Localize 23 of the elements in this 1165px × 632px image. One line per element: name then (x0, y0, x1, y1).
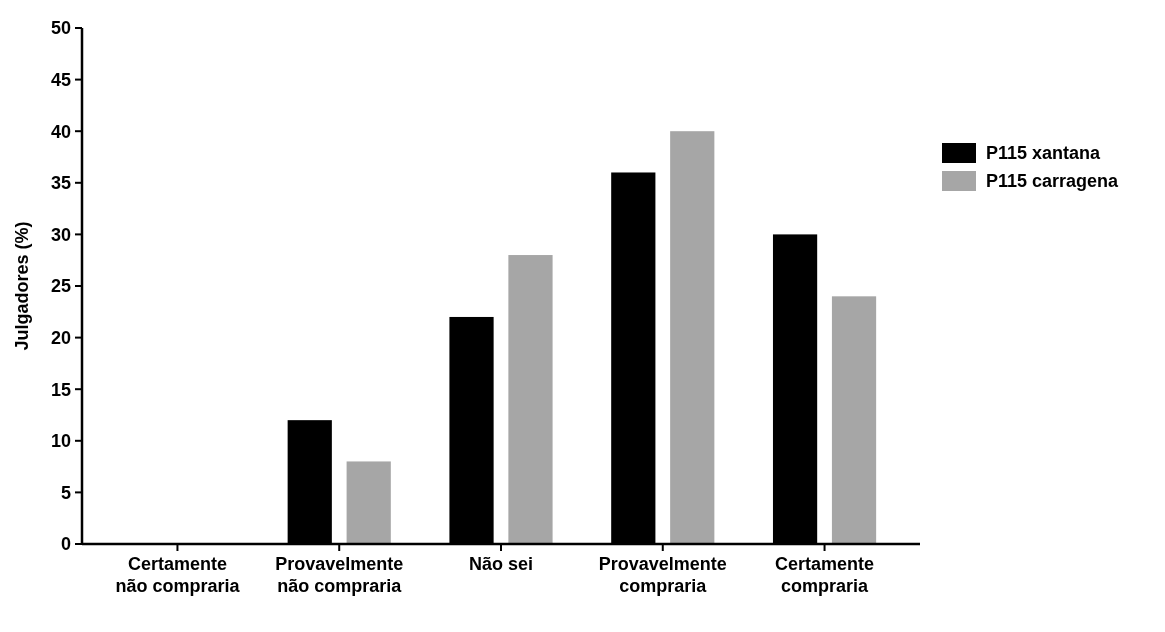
y-tick-label: 30 (50, 224, 71, 245)
x-tick-label: Não sei (468, 554, 534, 574)
bar (508, 255, 553, 544)
y-tick-label: 10 (50, 431, 71, 452)
y-tick-label: 50 (50, 18, 71, 39)
bar (346, 461, 391, 544)
x-tick-label: Provavelmente compraria (598, 554, 727, 596)
y-tick-label: 5 (60, 482, 71, 503)
y-tick-label: 0 (60, 534, 71, 555)
y-tick-label: 40 (50, 121, 71, 142)
x-tick-label: Certamente compraria (775, 554, 875, 596)
y-tick-label: 25 (50, 276, 71, 297)
x-tick-label: Provavelmente não compraria (275, 554, 404, 596)
y-tick-label: 15 (50, 379, 71, 400)
bar (670, 131, 715, 544)
bar (831, 296, 877, 544)
y-tick-label: 20 (50, 327, 71, 348)
y-tick-label: 45 (50, 69, 71, 90)
legend-label: P115 carragena (986, 171, 1120, 192)
y-axis-title: Julgadores (%) (12, 221, 32, 351)
x-tick-label: Certamente não compraria (115, 554, 241, 596)
legend-label: P115 xantana (986, 143, 1102, 164)
y-tick-label: 35 (50, 173, 71, 194)
